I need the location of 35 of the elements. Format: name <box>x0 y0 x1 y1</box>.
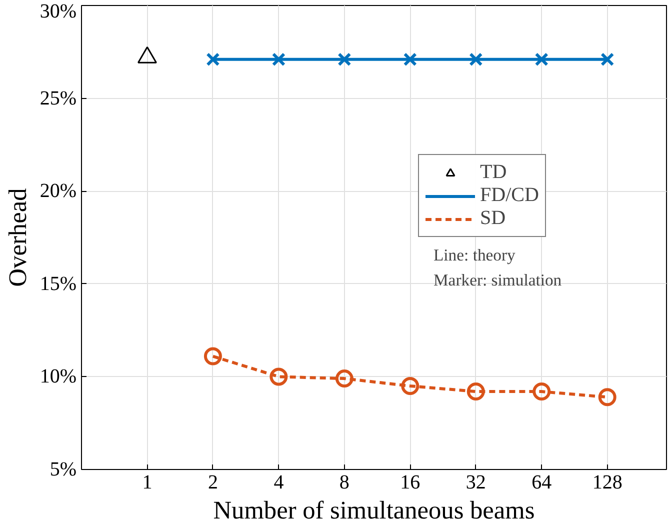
y-tick-label: 20% <box>40 180 77 202</box>
point <box>600 52 614 66</box>
y-tick-label: 25% <box>40 87 77 110</box>
point <box>403 52 417 66</box>
x-tick-label: 16 <box>400 472 420 494</box>
y-tick-label: 10% <box>40 366 77 388</box>
point <box>272 52 286 66</box>
point <box>401 376 420 395</box>
x-tick-label: 1 <box>142 472 152 494</box>
x-tick-label: 4 <box>274 472 284 494</box>
legend-label: FD/CD <box>480 184 539 207</box>
point <box>598 388 616 406</box>
legend-label: SD <box>480 207 506 230</box>
x-tick-label: 32 <box>466 472 486 494</box>
y-tick-label: 30% <box>40 0 77 22</box>
point <box>335 370 354 388</box>
point <box>532 382 551 401</box>
point <box>338 52 352 66</box>
point <box>206 52 220 66</box>
annotation: Line: theory <box>434 246 516 264</box>
x-tick-label: 128 <box>592 472 622 494</box>
point <box>204 347 222 366</box>
x-tick-label: 64 <box>532 472 552 494</box>
point <box>534 52 548 66</box>
point <box>469 52 483 66</box>
y-tick-label: 15% <box>40 272 77 295</box>
legend-label: TD <box>480 161 507 184</box>
y-axis-title: Overhead <box>4 188 32 287</box>
x-tick-label: 2 <box>208 472 218 494</box>
point <box>270 368 288 386</box>
x-tick-label: 8 <box>339 472 350 494</box>
point <box>466 382 485 401</box>
annotation: Marker: simulation <box>434 270 562 290</box>
x-axis-title: Number of simultaneous beams <box>213 496 535 524</box>
y-tick-label: 5% <box>50 458 77 480</box>
